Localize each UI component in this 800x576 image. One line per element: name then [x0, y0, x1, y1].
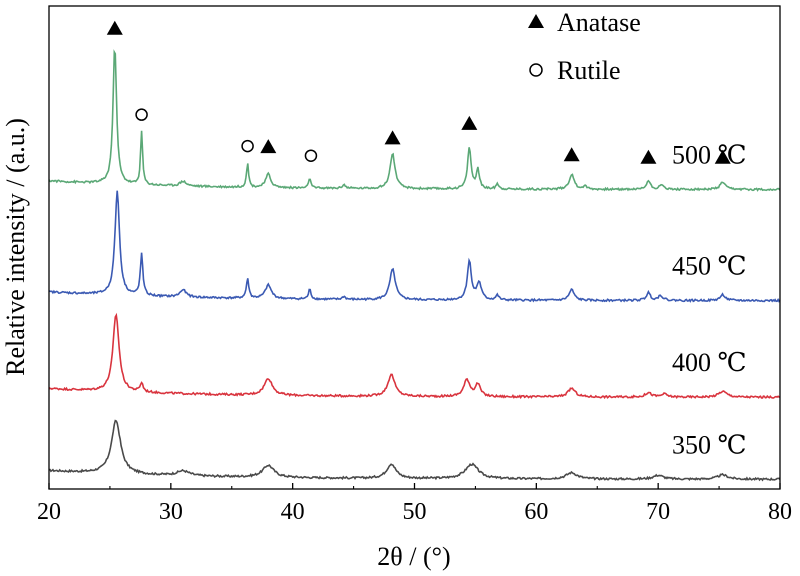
anatase-peak-marker [563, 147, 580, 162]
anatase-peak-marker [461, 115, 478, 130]
x-axis-title: 2θ / (°) [377, 542, 450, 571]
anatase-legend-marker [528, 14, 544, 28]
series-line-350 [49, 419, 781, 482]
rutile-peak-marker [304, 149, 318, 162]
rutile-legend-marker [529, 63, 543, 77]
x-tick-label-60: 60 [524, 499, 548, 525]
rutile-peak-marker [241, 139, 254, 153]
series-label-400: 400 ℃ [672, 348, 747, 377]
x-axis-ticks: 20 30 40 50 60 70 80 [37, 483, 792, 525]
x-tick-label-30: 30 [159, 499, 183, 525]
plot-frame [48, 5, 781, 490]
series-label-450: 450 ℃ [672, 252, 747, 281]
series-label-500: 500 ℃ [672, 141, 747, 170]
anatase-legend-label: Anatase [557, 8, 641, 37]
series-line-400 [48, 312, 781, 400]
peak-marker-layer [106, 20, 731, 164]
x-tick-label-80: 80 [768, 499, 792, 525]
anatase-peak-marker [260, 139, 277, 154]
series-layer [48, 49, 781, 482]
anatase-peak-marker [106, 20, 123, 35]
anatase-peak-marker [640, 149, 657, 164]
series-line-450 [48, 190, 781, 303]
series-label-350: 350 ℃ [672, 430, 747, 459]
rutile-peak-marker [135, 108, 148, 121]
series-line-500 [48, 49, 781, 192]
legend: Anatase Rutile [528, 8, 641, 85]
y-axis-title: Relative intensity / (a.u.) [1, 118, 30, 376]
x-tick-label-50: 50 [403, 499, 427, 525]
anatase-peak-marker [384, 130, 401, 145]
x-tick-label-70: 70 [646, 499, 670, 525]
rutile-legend-label: Rutile [557, 56, 621, 85]
series-label-layer: 350 ℃ 400 ℃ 450 ℃ 500 ℃ [672, 141, 747, 460]
x-tick-label-20: 20 [37, 499, 61, 525]
x-tick-label-40: 40 [281, 499, 305, 525]
anatase-peak-marker [714, 149, 731, 164]
